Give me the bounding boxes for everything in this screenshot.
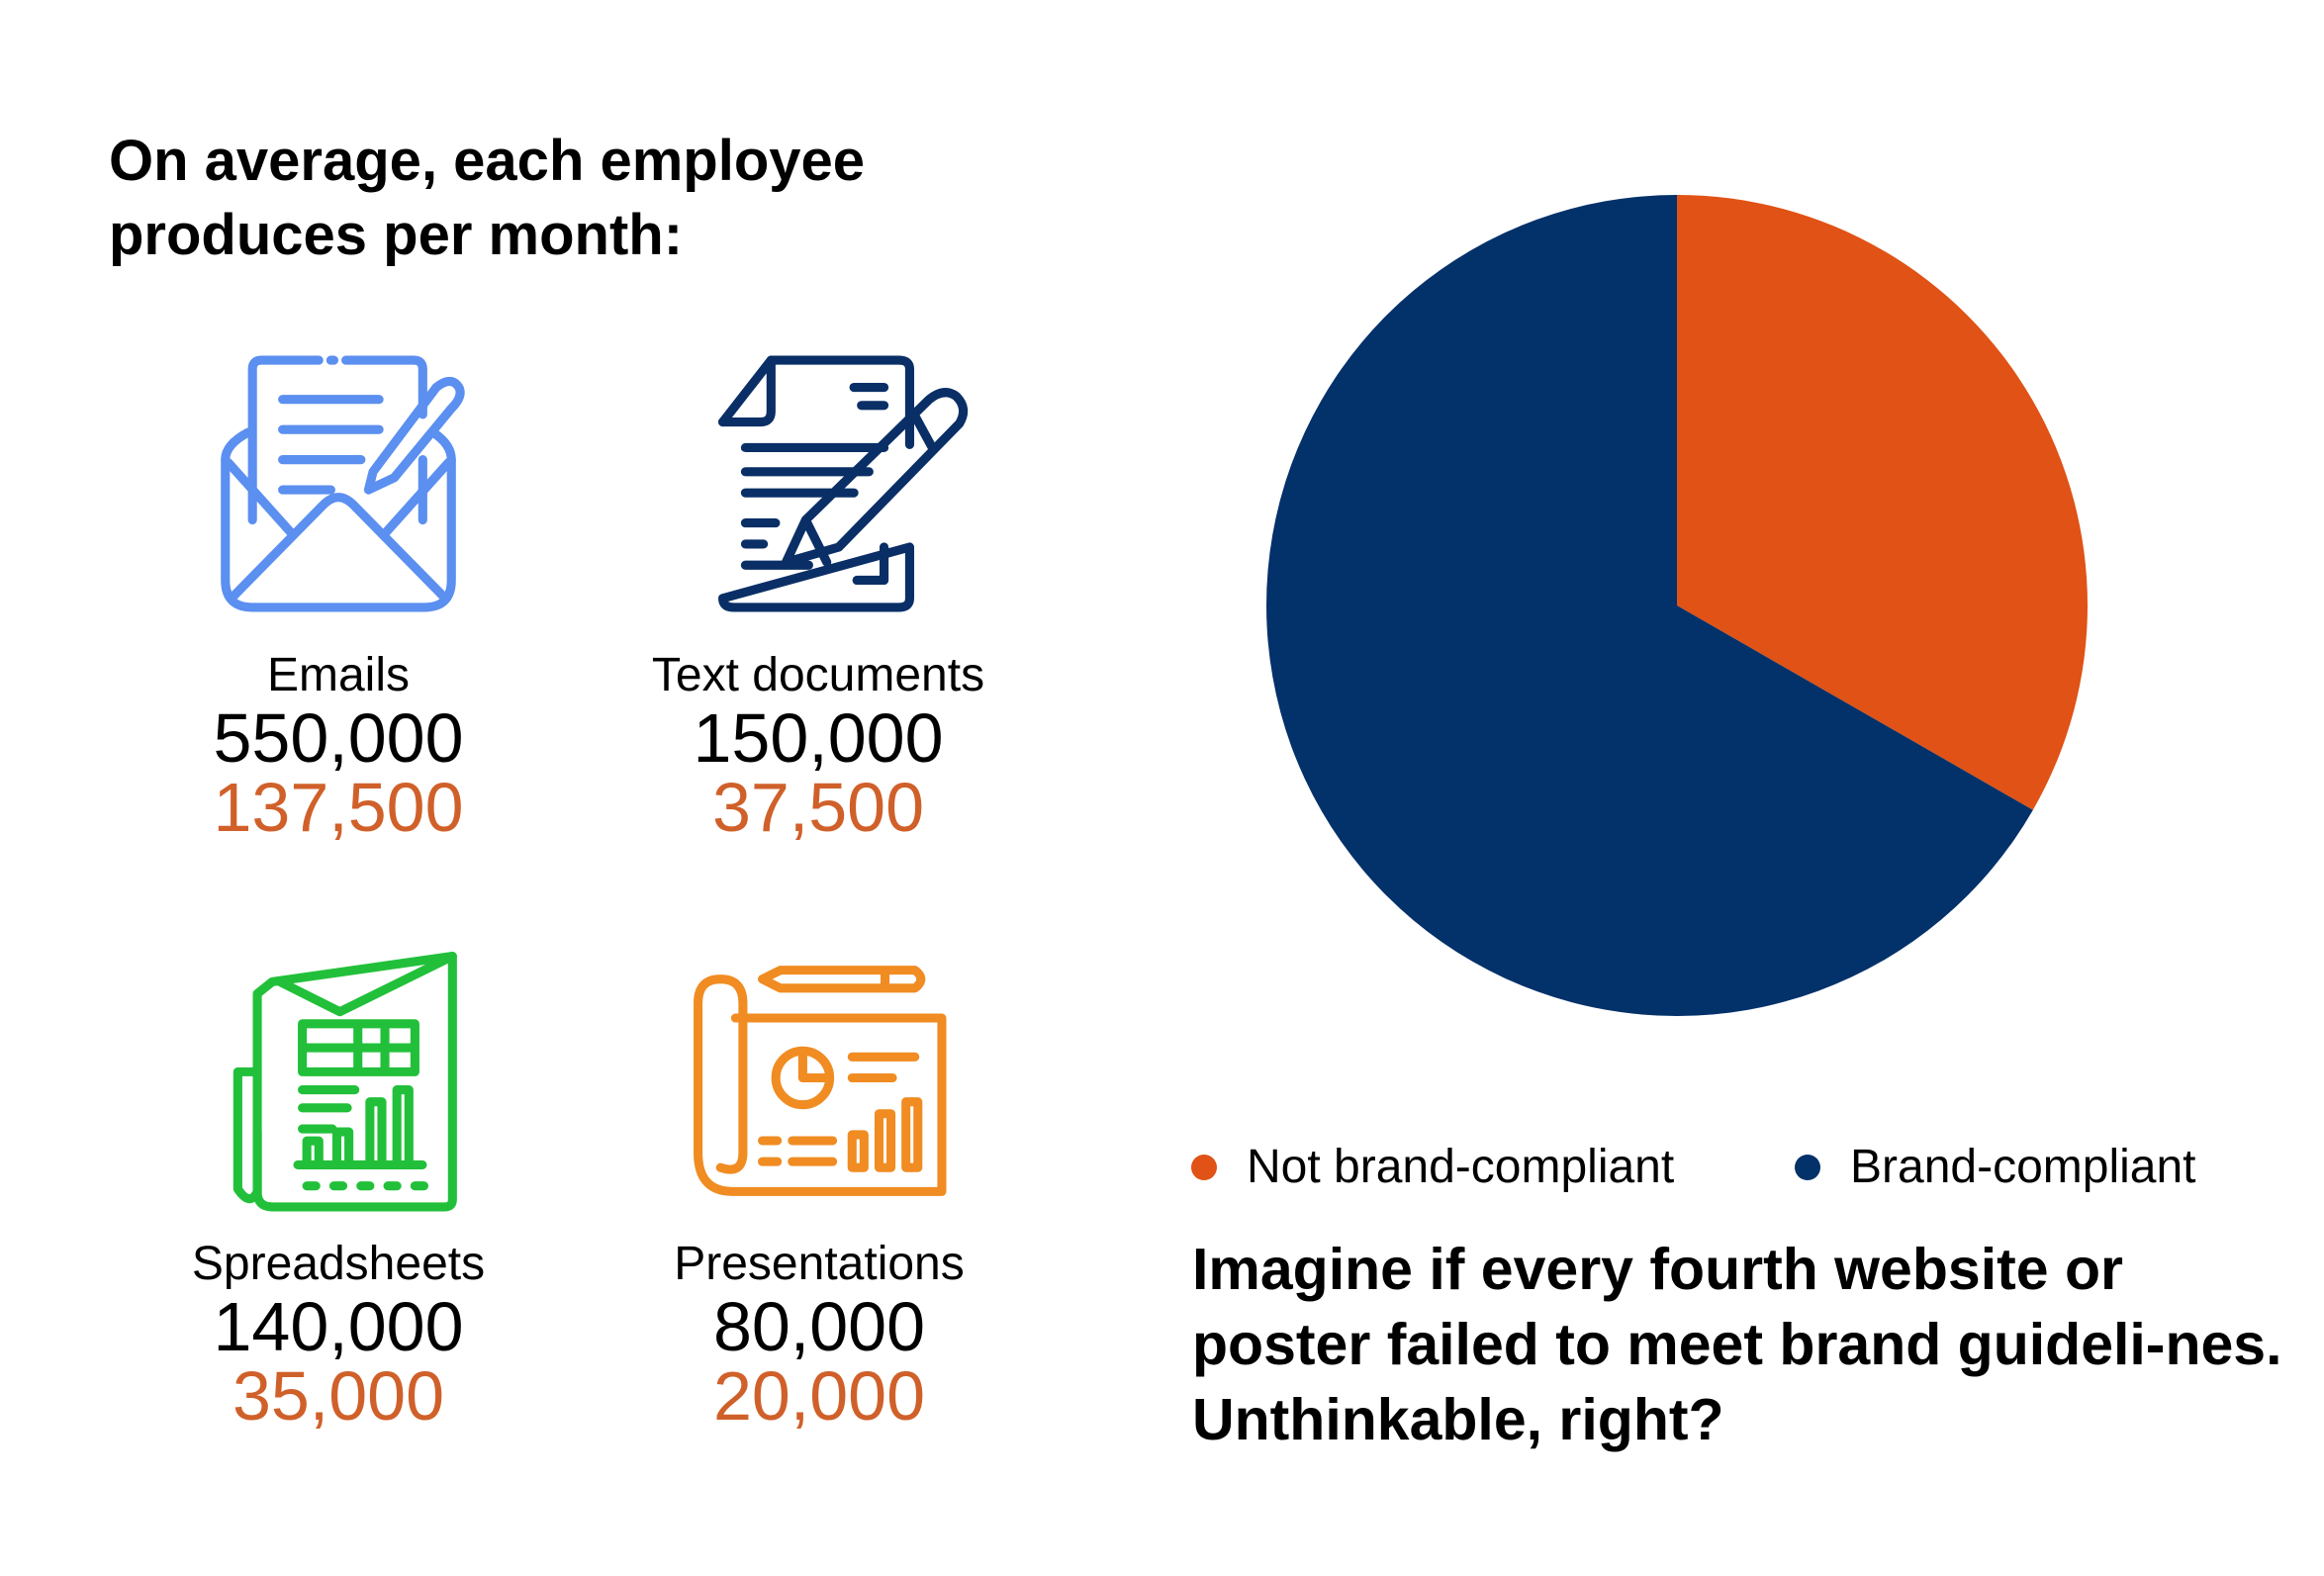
stat-total: 140,000 (213, 1288, 464, 1365)
stat-presentations: Presentations 80,000 20,000 (582, 1237, 1057, 1431)
legend-label: Brand-compliant (1850, 1141, 2196, 1193)
stat-non-compliant: 137,500 (213, 769, 464, 846)
stat-non-compliant: 35,000 (232, 1357, 445, 1435)
stat-total: 80,000 (712, 1288, 926, 1365)
stat-label: Emails (266, 649, 411, 701)
stat-non-compliant: 20,000 (712, 1357, 926, 1435)
stat-spreadsheets: Spreadsheets 140,000 35,000 (101, 1237, 576, 1431)
page-title: On average, each employee produces per m… (109, 129, 866, 267)
pie-slice-not-brand-compliant (1677, 195, 2088, 810)
stat-total: 550,000 (213, 699, 464, 777)
legend-item-not-compliant: Not brand-compliant (1191, 1138, 1674, 1197)
stat-label: Presentations (674, 1238, 965, 1290)
legend-item-compliant: Brand-compliant (1795, 1138, 2196, 1197)
stat-emails: Emails 550,000 137,500 (101, 648, 576, 842)
stat-label: Spreadsheets (191, 1238, 486, 1290)
caption: Imagine if every fourth website or poste… (1192, 1237, 2282, 1452)
pie-slice-brand-compliant (1266, 195, 2033, 1016)
spreadsheet-icon (232, 952, 457, 1212)
email-icon (221, 355, 465, 612)
presentation-icon (694, 966, 947, 1196)
stat-text-documents: Text documents 150,000 37,500 (581, 648, 1056, 842)
stat-label: Text documents (651, 649, 985, 701)
document-icon (718, 355, 969, 612)
stat-total: 150,000 (693, 699, 944, 777)
legend-dot-blue (1795, 1155, 1820, 1180)
pie-chart (1266, 195, 2088, 1016)
stat-non-compliant: 37,500 (711, 769, 925, 846)
legend-label: Not brand-compliant (1247, 1141, 1675, 1193)
legend-dot-orange (1191, 1155, 1217, 1180)
